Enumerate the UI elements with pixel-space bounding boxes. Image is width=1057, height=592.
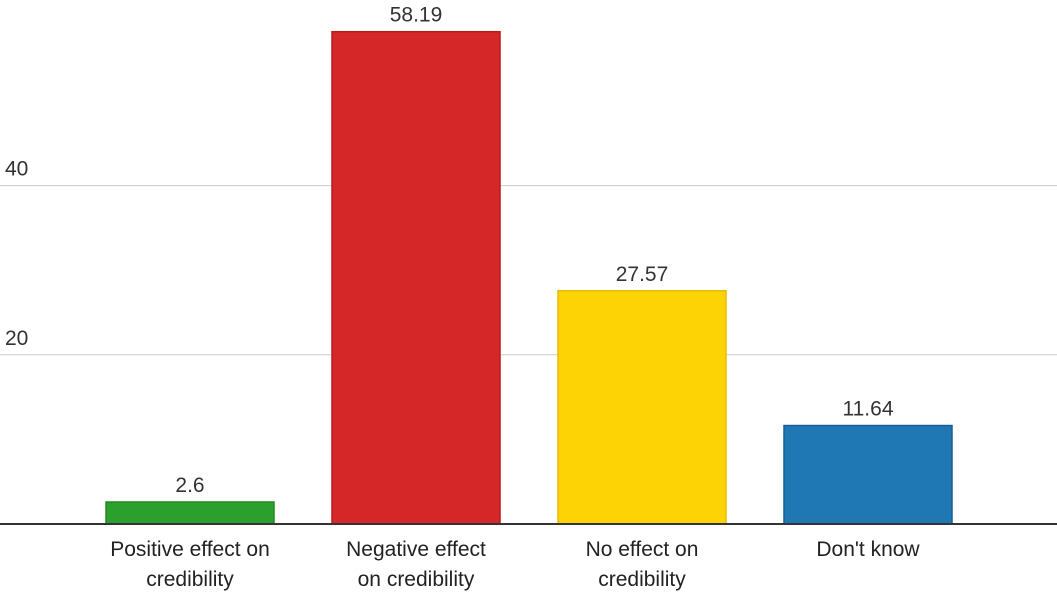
value-label: 11.64	[843, 398, 894, 421]
labels: 20 40 2.6 Positive effect on credibility 58.1…	[5, 4, 920, 591]
bar	[557, 290, 727, 525]
category-label: Negative effect	[346, 538, 486, 561]
category-label: credibility	[146, 568, 234, 591]
category-label: credibility	[598, 568, 686, 591]
category-label: Positive effect on	[110, 538, 270, 561]
bar	[105, 501, 275, 525]
category-label: Don't know	[816, 538, 920, 561]
value-label: 2.6	[175, 474, 204, 497]
value-label: 58.19	[390, 4, 443, 27]
category-label: on credibility	[358, 568, 475, 591]
bars	[105, 30, 953, 525]
bar	[783, 424, 953, 525]
y-tick-label: 40	[5, 158, 28, 181]
bar	[331, 30, 501, 525]
y-tick-label: 20	[5, 327, 28, 350]
category-label: No effect on	[586, 538, 699, 561]
gridlines	[0, 185, 1057, 356]
value-label: 27.57	[616, 263, 669, 286]
